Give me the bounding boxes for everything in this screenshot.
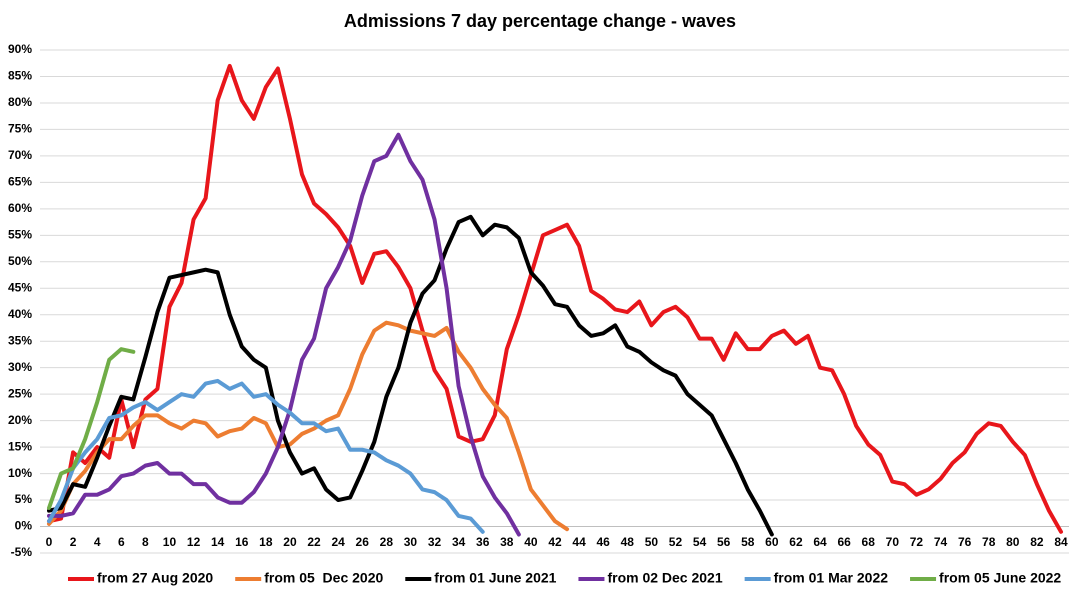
y-tick-label: 55% bbox=[8, 227, 32, 241]
y-tick-label: 80% bbox=[8, 95, 32, 109]
x-tick-label: 48 bbox=[621, 535, 635, 549]
x-tick-label: 46 bbox=[597, 535, 611, 549]
x-tick-label: 44 bbox=[572, 535, 586, 549]
y-tick-label: 30% bbox=[8, 360, 32, 374]
y-tick-label: 90% bbox=[8, 42, 32, 56]
x-tick-label: 68 bbox=[862, 535, 876, 549]
x-tick-label: 20 bbox=[283, 535, 297, 549]
series-line bbox=[47, 214, 774, 537]
x-tick-label: 40 bbox=[524, 535, 538, 549]
x-tick-label: 32 bbox=[428, 535, 442, 549]
x-tick-label: 18 bbox=[259, 535, 273, 549]
x-tick-label: 28 bbox=[380, 535, 394, 549]
x-tick-label: 74 bbox=[934, 535, 948, 549]
x-tick-label: 42 bbox=[548, 535, 562, 549]
x-tick-label: 80 bbox=[1006, 535, 1020, 549]
y-tick-label: -5% bbox=[11, 545, 33, 559]
x-tick-label: 62 bbox=[789, 535, 803, 549]
x-tick-label: 70 bbox=[886, 535, 900, 549]
x-tick-label: 58 bbox=[741, 535, 755, 549]
series-line bbox=[47, 132, 521, 537]
series-line bbox=[47, 63, 1063, 534]
x-tick-label: 0 bbox=[46, 535, 53, 549]
x-tick-label: 64 bbox=[813, 535, 827, 549]
x-tick-label: 54 bbox=[693, 535, 707, 549]
x-tick-label: 26 bbox=[356, 535, 370, 549]
x-tick-label: 2 bbox=[70, 535, 77, 549]
x-tick-label: 16 bbox=[235, 535, 249, 549]
chart-title: Admissions 7 day percentage change - wav… bbox=[344, 11, 736, 31]
x-tick-label: 82 bbox=[1030, 535, 1044, 549]
x-tick-label: 60 bbox=[765, 535, 779, 549]
x-tick-label: 6 bbox=[118, 535, 125, 549]
y-tick-label: 65% bbox=[8, 175, 32, 189]
legend-label: from 01 June 2021 bbox=[434, 570, 556, 586]
x-tick-label: 8 bbox=[142, 535, 149, 549]
legend-label: from 05 Dec 2020 bbox=[264, 570, 383, 586]
x-tick-label: 36 bbox=[476, 535, 490, 549]
legend-label: from 02 Dec 2021 bbox=[607, 570, 722, 586]
series-line bbox=[47, 347, 136, 510]
x-tick-label: 56 bbox=[717, 535, 731, 549]
x-tick-label: 12 bbox=[187, 535, 201, 549]
x-tick-label: 78 bbox=[982, 535, 996, 549]
x-tick-label: 34 bbox=[452, 535, 466, 549]
y-tick-label: 20% bbox=[8, 413, 32, 427]
x-tick-label: 30 bbox=[404, 535, 418, 549]
y-tick-label: 75% bbox=[8, 122, 32, 136]
x-tick-label: 10 bbox=[163, 535, 177, 549]
y-tick-label: 35% bbox=[8, 333, 32, 347]
y-tick-label: 5% bbox=[15, 492, 33, 506]
x-tick-label: 50 bbox=[645, 535, 659, 549]
y-tick-label: 85% bbox=[8, 69, 32, 83]
y-tick-label: 45% bbox=[8, 280, 32, 294]
y-tick-label: 0% bbox=[15, 519, 33, 533]
legend-label: from 01 Mar 2022 bbox=[774, 570, 889, 586]
y-tick-label: 10% bbox=[8, 466, 32, 480]
x-tick-label: 14 bbox=[211, 535, 225, 549]
x-tick-label: 4 bbox=[94, 535, 101, 549]
y-tick-label: 15% bbox=[8, 439, 32, 453]
x-tick-label: 24 bbox=[331, 535, 345, 549]
x-tick-label: 38 bbox=[500, 535, 514, 549]
legend-label: from 27 Aug 2020 bbox=[97, 570, 213, 586]
y-tick-label: 70% bbox=[8, 148, 32, 162]
y-tick-label: 40% bbox=[8, 307, 32, 321]
series-line bbox=[47, 320, 570, 532]
x-tick-label: 84 bbox=[1054, 535, 1068, 549]
x-tick-label: 52 bbox=[669, 535, 683, 549]
y-tick-label: 25% bbox=[8, 386, 32, 400]
y-tick-label: 60% bbox=[8, 201, 32, 215]
x-tick-label: 76 bbox=[958, 535, 972, 549]
series-line bbox=[47, 378, 485, 534]
x-tick-label: 72 bbox=[910, 535, 924, 549]
y-tick-label: 50% bbox=[8, 254, 32, 268]
x-tick-label: 22 bbox=[307, 535, 321, 549]
x-tick-label: 66 bbox=[837, 535, 851, 549]
legend-label: from 05 June 2022 bbox=[939, 570, 1061, 586]
